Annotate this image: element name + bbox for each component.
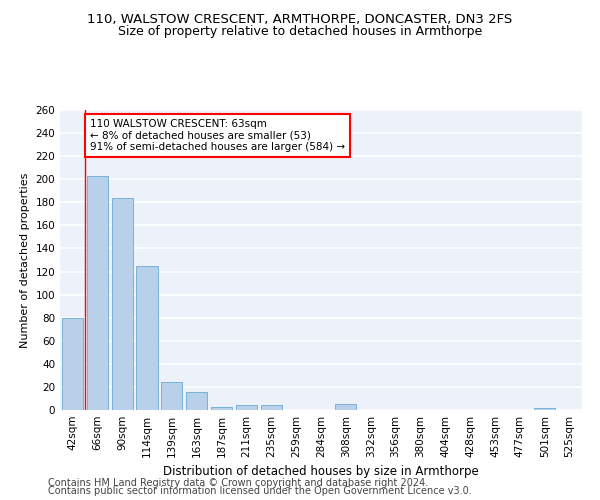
Y-axis label: Number of detached properties: Number of detached properties xyxy=(20,172,30,348)
Bar xyxy=(87,176,108,410)
Text: Contains public sector information licensed under the Open Government Licence v3: Contains public sector information licen… xyxy=(48,486,472,496)
Bar xyxy=(534,408,555,410)
Bar xyxy=(112,198,133,410)
Bar xyxy=(211,406,232,410)
X-axis label: Distribution of detached houses by size in Armthorpe: Distribution of detached houses by size … xyxy=(163,466,479,478)
Bar xyxy=(62,318,83,410)
Bar xyxy=(261,406,282,410)
Bar xyxy=(186,392,207,410)
Bar xyxy=(161,382,182,410)
Text: 110 WALSTOW CRESCENT: 63sqm
← 8% of detached houses are smaller (53)
91% of semi: 110 WALSTOW CRESCENT: 63sqm ← 8% of deta… xyxy=(90,119,345,152)
Text: Contains HM Land Registry data © Crown copyright and database right 2024.: Contains HM Land Registry data © Crown c… xyxy=(48,478,428,488)
Bar xyxy=(136,266,158,410)
Bar xyxy=(236,406,257,410)
Text: 110, WALSTOW CRESCENT, ARMTHORPE, DONCASTER, DN3 2FS: 110, WALSTOW CRESCENT, ARMTHORPE, DONCAS… xyxy=(88,12,512,26)
Bar xyxy=(335,404,356,410)
Text: Size of property relative to detached houses in Armthorpe: Size of property relative to detached ho… xyxy=(118,25,482,38)
